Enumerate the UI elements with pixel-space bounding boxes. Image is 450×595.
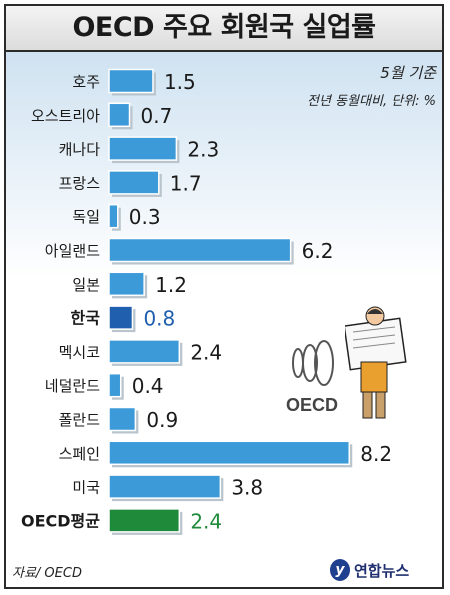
category-label: 한국	[71, 309, 101, 328]
note-unit: 전년 동월대비, 단위: %	[307, 94, 436, 109]
bar	[108, 136, 178, 161]
value-label: 0.8	[143, 307, 175, 331]
bar	[108, 203, 119, 229]
title-bar: OECD 주요 회원국 실업률	[6, 6, 442, 52]
note-period: 5월 기준	[380, 64, 436, 82]
category-label: 독일	[72, 208, 100, 226]
bar	[108, 68, 154, 94]
category-label: 일본	[72, 276, 100, 294]
value-label: 2.4	[190, 340, 222, 364]
source-note: 자료/ OECD	[12, 566, 82, 581]
bar	[108, 440, 351, 466]
chart-area	[6, 52, 442, 557]
category-label: 아일랜드	[45, 242, 100, 260]
value-label: 6.2	[302, 239, 334, 263]
bar	[108, 508, 181, 533]
bar	[108, 339, 181, 364]
category-label: 호주	[72, 73, 100, 91]
logo-text: 연합뉴스	[354, 561, 410, 580]
value-label: 2.4	[190, 509, 222, 533]
oecd-emblem-icon: OECD	[286, 340, 338, 415]
category-label: 프랑스	[59, 174, 101, 192]
value-label: 1.7	[170, 171, 202, 195]
bar	[108, 372, 122, 398]
value-label: 8.2	[360, 442, 392, 466]
value-label: 0.7	[141, 104, 173, 128]
value-label: 3.8	[231, 476, 263, 500]
category-label: 네덜란드	[45, 377, 100, 395]
category-label: 미국	[72, 479, 100, 497]
bar	[108, 305, 134, 330]
category-label: 멕시코	[59, 343, 100, 361]
category-label: OECD평균	[21, 511, 100, 530]
category-label: 오스트리아	[31, 107, 100, 125]
category-label: 캐나다	[59, 141, 101, 159]
value-label: 0.4	[132, 374, 164, 398]
bar	[108, 102, 131, 128]
chart-frame: OECD 주요 회원국 실업률	[4, 4, 444, 589]
value-label: 0.9	[146, 408, 178, 432]
yonhap-logo-icon: y	[330, 559, 350, 581]
value-label: 2.3	[187, 138, 219, 162]
bar	[108, 406, 137, 432]
emblem-text: OECD	[286, 395, 338, 415]
value-label: 0.3	[129, 205, 161, 229]
newspaper-reader-illustration-icon	[345, 306, 407, 419]
bar	[108, 474, 222, 499]
chart-title: OECD 주요 회원국 실업률	[72, 12, 376, 43]
bar	[108, 170, 160, 195]
bar	[108, 237, 292, 263]
value-label: 1.5	[164, 70, 196, 94]
value-label: 1.2	[155, 273, 187, 297]
category-label: 스페인	[59, 445, 100, 463]
category-label: 폴란드	[59, 411, 101, 429]
publisher-logo: y 연합뉴스	[330, 556, 409, 584]
bar	[108, 271, 145, 297]
